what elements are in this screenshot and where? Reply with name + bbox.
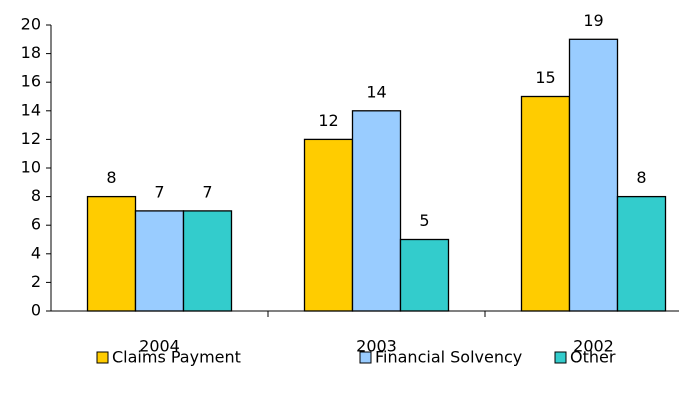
y-tick-label: 6	[31, 215, 41, 234]
bar	[303, 138, 354, 312]
data-label: 14	[366, 82, 386, 101]
x-tick-label: 2004	[139, 337, 180, 356]
legend-swatch	[359, 351, 372, 364]
data-label: 5	[419, 211, 429, 230]
legend-label: Claims Payment	[112, 348, 241, 367]
x-tick-label: 2002	[573, 337, 614, 356]
bar	[351, 110, 402, 312]
bar	[520, 95, 571, 312]
legend-swatch	[96, 351, 109, 364]
y-tick-label: 20	[21, 15, 41, 34]
bar	[134, 210, 185, 312]
y-tick-label: 16	[21, 72, 41, 91]
bar	[86, 195, 137, 312]
y-tick-label: 4	[31, 243, 41, 262]
legend-swatch	[554, 351, 567, 364]
data-label: 15	[535, 68, 555, 87]
legend-label: Other	[570, 348, 616, 367]
bar	[182, 210, 233, 312]
data-label: 19	[583, 11, 603, 30]
x-tick-label: 2003	[356, 337, 397, 356]
data-label: 7	[154, 182, 164, 201]
data-label: 8	[106, 168, 116, 187]
y-tick-label: 0	[31, 301, 41, 320]
y-tick-label: 18	[21, 43, 41, 62]
legend-label: Financial Solvency	[375, 348, 522, 367]
data-label: 12	[318, 111, 338, 130]
y-tick-label: 14	[21, 100, 41, 119]
bar	[616, 195, 667, 312]
bar	[568, 38, 619, 312]
y-tick-label: 8	[31, 186, 41, 205]
bar	[399, 238, 450, 312]
y-tick-label: 2	[31, 272, 41, 291]
y-tick-label: 12	[21, 129, 41, 148]
data-label: 7	[202, 182, 212, 201]
data-label: 8	[636, 168, 646, 187]
y-tick-label: 10	[21, 158, 41, 177]
